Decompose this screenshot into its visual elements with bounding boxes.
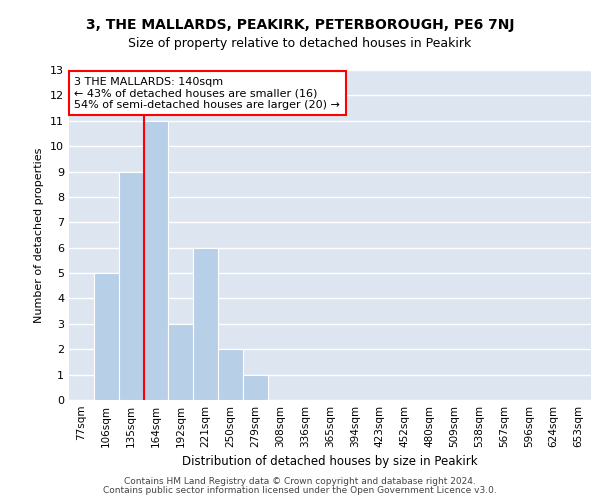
Bar bbox=[243, 374, 268, 400]
Bar bbox=[193, 248, 218, 400]
Text: 3 THE MALLARDS: 140sqm
← 43% of detached houses are smaller (16)
54% of semi-det: 3 THE MALLARDS: 140sqm ← 43% of detached… bbox=[74, 76, 340, 110]
Text: Contains HM Land Registry data © Crown copyright and database right 2024.: Contains HM Land Registry data © Crown c… bbox=[124, 477, 476, 486]
Bar bbox=[218, 349, 243, 400]
Text: Contains public sector information licensed under the Open Government Licence v3: Contains public sector information licen… bbox=[103, 486, 497, 495]
Text: 3, THE MALLARDS, PEAKIRK, PETERBOROUGH, PE6 7NJ: 3, THE MALLARDS, PEAKIRK, PETERBOROUGH, … bbox=[86, 18, 514, 32]
Text: Size of property relative to detached houses in Peakirk: Size of property relative to detached ho… bbox=[128, 38, 472, 51]
Bar bbox=[119, 172, 143, 400]
Bar bbox=[143, 121, 169, 400]
Bar bbox=[94, 273, 119, 400]
Bar bbox=[169, 324, 193, 400]
Y-axis label: Number of detached properties: Number of detached properties bbox=[34, 148, 44, 322]
X-axis label: Distribution of detached houses by size in Peakirk: Distribution of detached houses by size … bbox=[182, 456, 478, 468]
